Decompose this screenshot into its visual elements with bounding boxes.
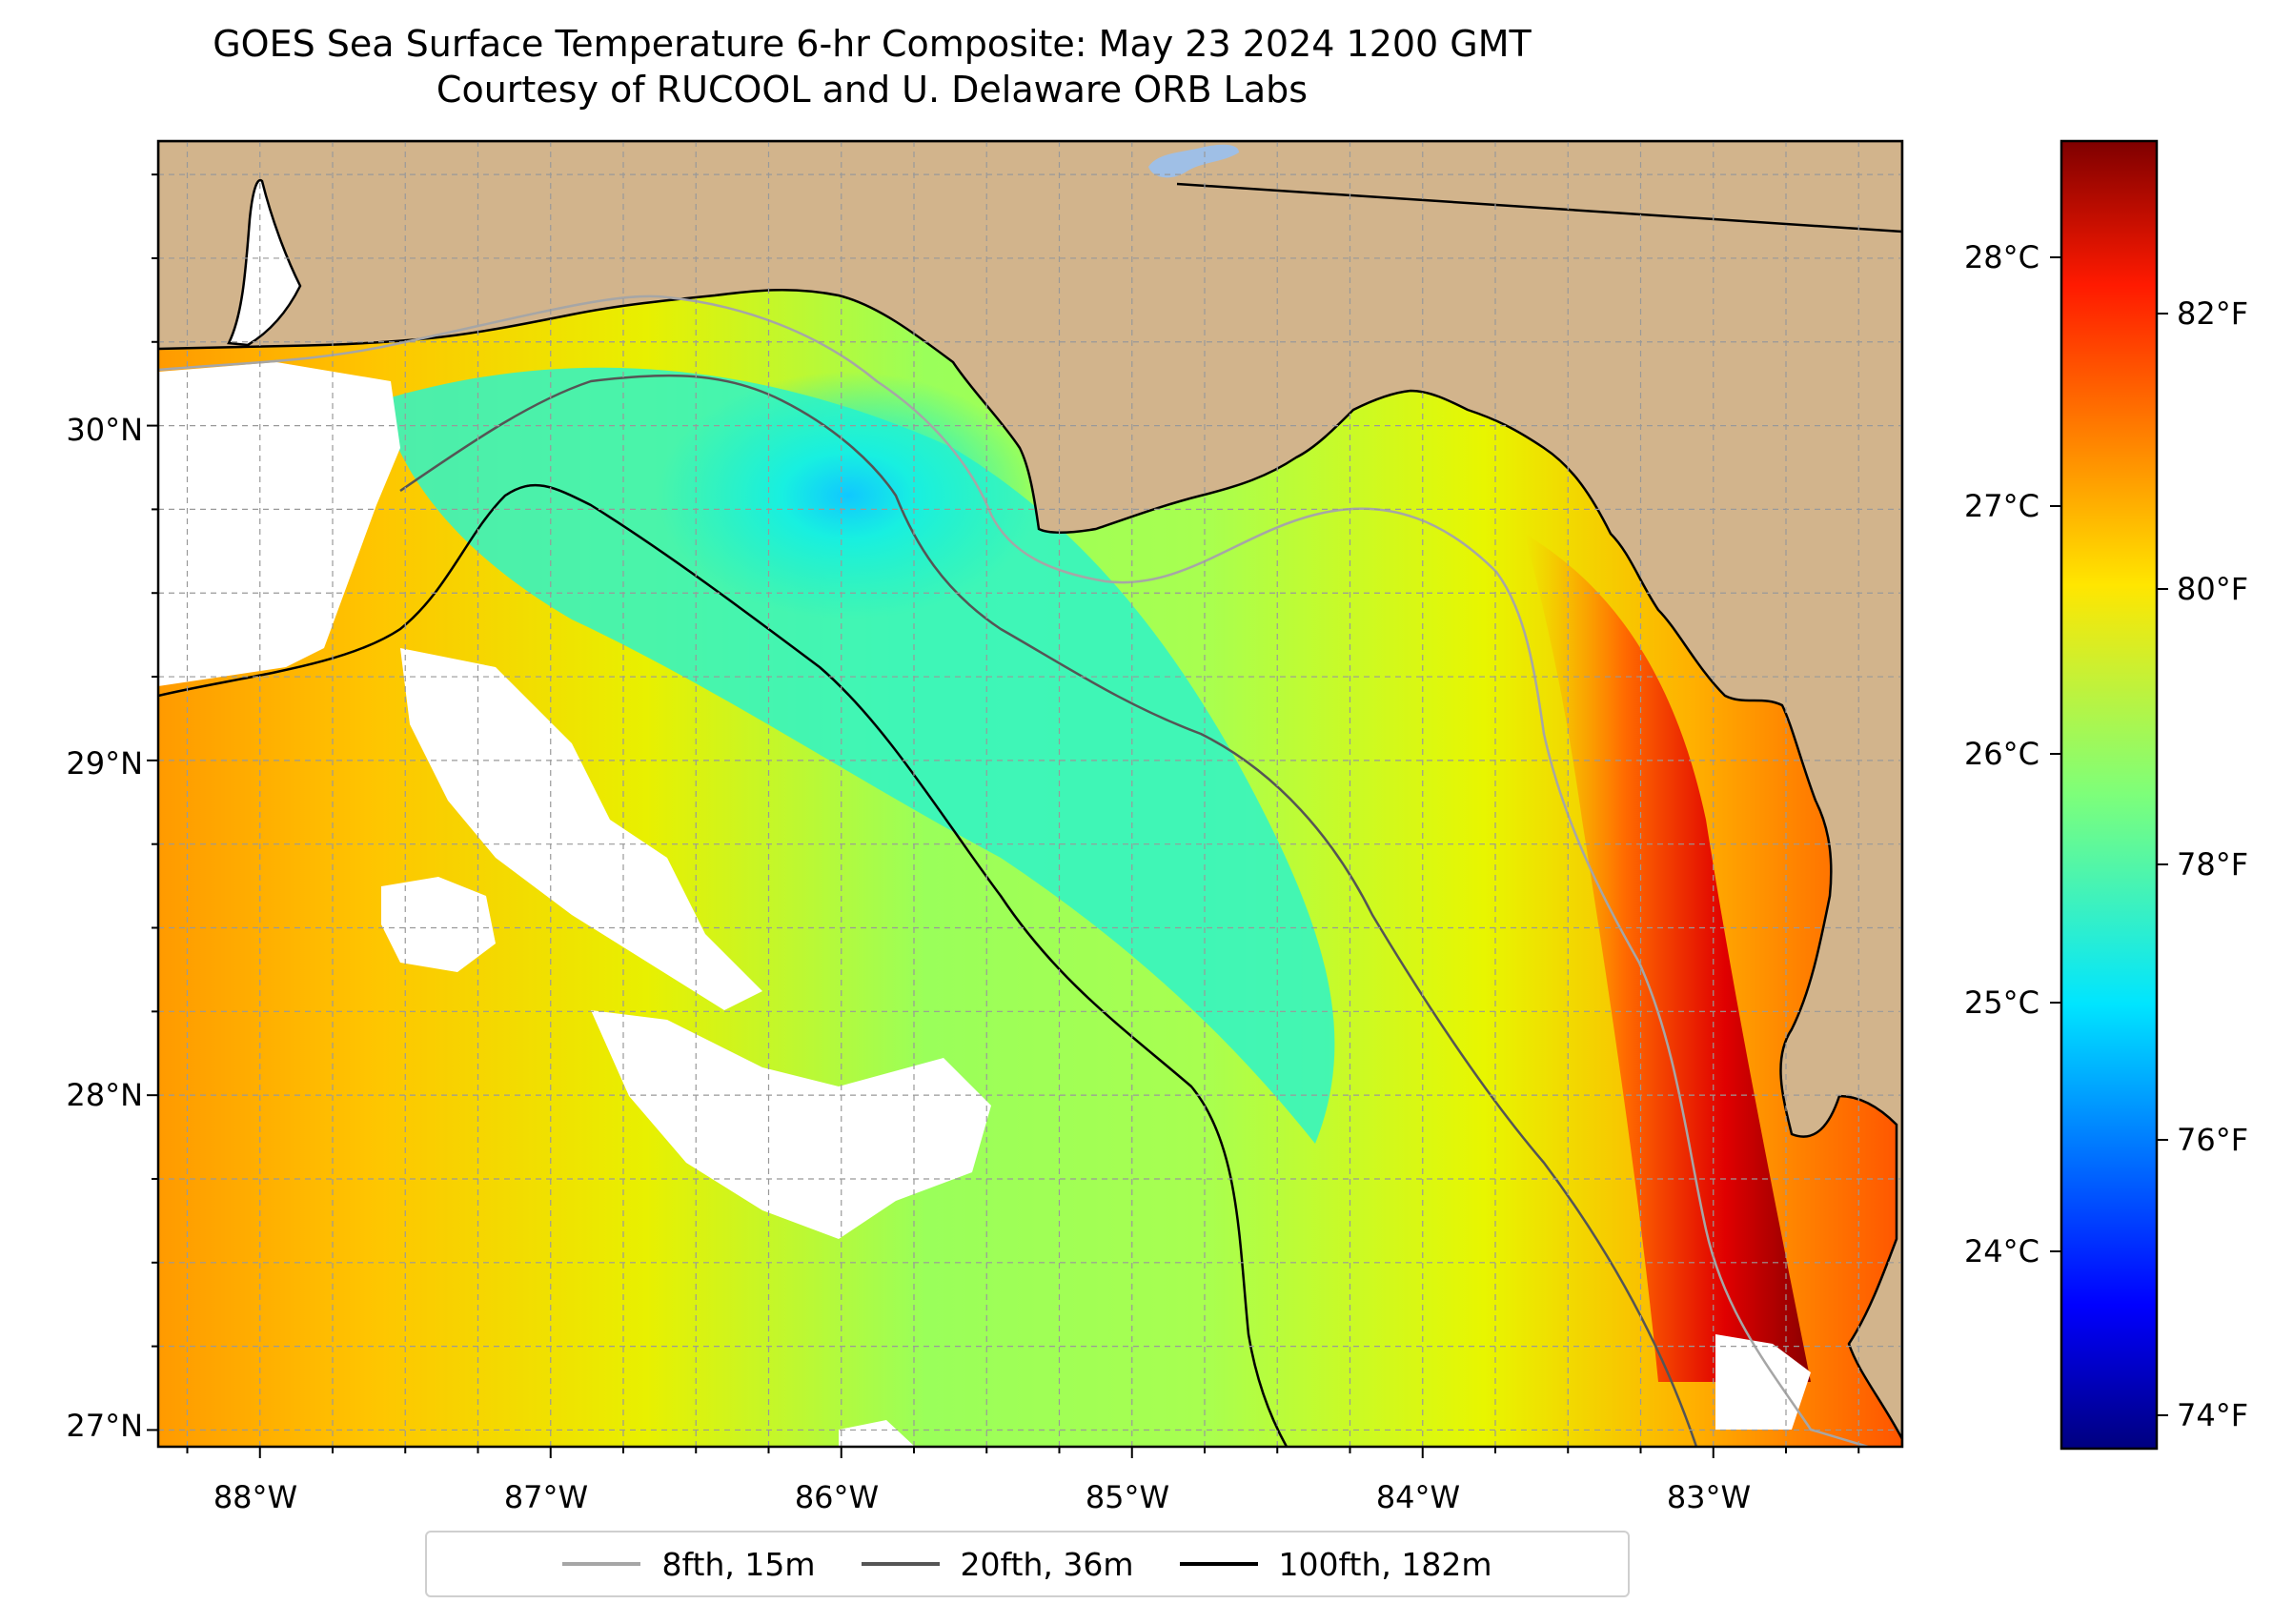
legend-label: 8fth, 15m	[661, 1545, 816, 1583]
legend-item-8fth: 8fth, 15m	[562, 1545, 816, 1583]
lat-tick-label: 27°N	[66, 1408, 143, 1444]
celsius-tick-label: 28°C	[1964, 239, 2039, 275]
no-data-patches	[158, 362, 1811, 1447]
fahrenheit-tick-labels: 74°F 76°F 78°F 80°F 82°F	[2177, 295, 2248, 1433]
lat-tick-label: 28°N	[66, 1077, 143, 1113]
isobath-legend: 8fth, 15m 20fth, 36m 100fth, 182m	[425, 1531, 1630, 1597]
map-frame	[156, 139, 1904, 1449]
celsius-tick-label: 24°C	[1964, 1233, 2039, 1269]
fahrenheit-tick-label: 74°F	[2177, 1397, 2248, 1433]
fahrenheit-tick-label: 80°F	[2177, 571, 2248, 607]
gridlines	[158, 141, 1902, 1447]
map-title: GOES Sea Surface Temperature 6-hr Compos…	[0, 21, 1744, 112]
lat-tick-label: 30°N	[66, 412, 143, 448]
lat-tick-labels: 27°N 28°N 29°N 30°N	[66, 412, 143, 1444]
legend-label: 100fth, 182m	[1278, 1545, 1492, 1583]
lake	[1148, 144, 1239, 178]
isobath-20fth	[399, 374, 1698, 1447]
legend-item-20fth: 20fth, 36m	[861, 1545, 1134, 1583]
lon-tick-label: 84°W	[1376, 1479, 1460, 1515]
isobath-8fth	[158, 294, 1869, 1447]
colorbar-ticks	[2050, 256, 2168, 1416]
celsius-tick-labels: 24°C 25°C 26°C 27°C 28°C	[1964, 239, 2039, 1269]
fahrenheit-tick-label: 76°F	[2177, 1122, 2248, 1158]
colorbar	[2060, 139, 2159, 1451]
legend-item-100fth: 100fth, 182m	[1179, 1545, 1492, 1583]
title-line-1: GOES Sea Surface Temperature 6-hr Compos…	[213, 23, 1532, 65]
legend-line-swatch	[562, 1562, 641, 1566]
celsius-tick-label: 25°C	[1964, 985, 2039, 1021]
axis-tick-marks	[147, 173, 1860, 1458]
lon-tick-label: 83°W	[1667, 1479, 1751, 1515]
cool-water-band	[381, 367, 1335, 1144]
warm-coastal-band	[1525, 534, 1811, 1382]
state-boundary	[1176, 182, 1902, 233]
celsius-tick-label: 27°C	[1964, 488, 2039, 524]
legend-line-swatch	[1179, 1562, 1258, 1566]
celsius-tick-label: 26°C	[1964, 736, 2039, 772]
lon-tick-label: 88°W	[213, 1479, 297, 1515]
legend-line-swatch	[861, 1562, 940, 1566]
cool-water-core	[658, 372, 1039, 619]
title-line-2: Courtesy of RUCOOL and U. Delaware ORB L…	[436, 69, 1309, 111]
mobile-bay	[227, 178, 302, 347]
legend-label: 20fth, 36m	[960, 1545, 1134, 1583]
fahrenheit-tick-label: 82°F	[2177, 295, 2248, 332]
fahrenheit-tick-label: 78°F	[2177, 846, 2248, 883]
lat-tick-label: 29°N	[66, 745, 143, 782]
lon-tick-labels: 88°W 87°W 86°W 85°W 84°W 83°W	[213, 1479, 1751, 1515]
lon-tick-label: 86°W	[795, 1479, 879, 1515]
lon-tick-label: 87°W	[504, 1479, 588, 1515]
lon-tick-label: 85°W	[1086, 1479, 1169, 1515]
map-plot-area	[158, 141, 1902, 1447]
